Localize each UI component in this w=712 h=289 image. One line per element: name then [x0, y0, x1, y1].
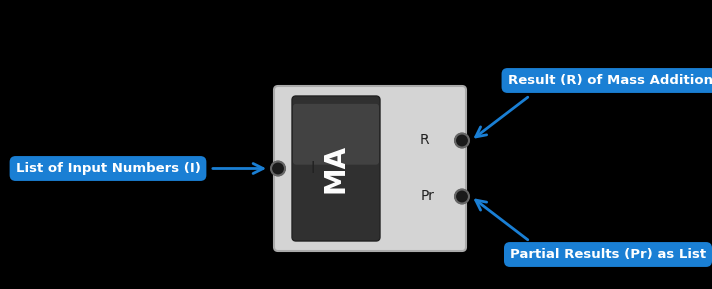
Text: Pr: Pr [421, 190, 435, 203]
FancyBboxPatch shape [292, 96, 380, 241]
Circle shape [271, 162, 285, 175]
Text: I: I [310, 161, 315, 176]
Text: Result (R) of Mass Addition: Result (R) of Mass Addition [508, 74, 712, 87]
FancyBboxPatch shape [274, 86, 466, 251]
Circle shape [455, 134, 469, 147]
Text: R: R [419, 134, 429, 147]
Text: MA: MA [322, 144, 350, 193]
Text: Partial Results (Pr) as List: Partial Results (Pr) as List [510, 248, 706, 261]
Circle shape [455, 190, 469, 203]
Text: List of Input Numbers (I): List of Input Numbers (I) [16, 162, 201, 175]
FancyBboxPatch shape [293, 104, 379, 165]
